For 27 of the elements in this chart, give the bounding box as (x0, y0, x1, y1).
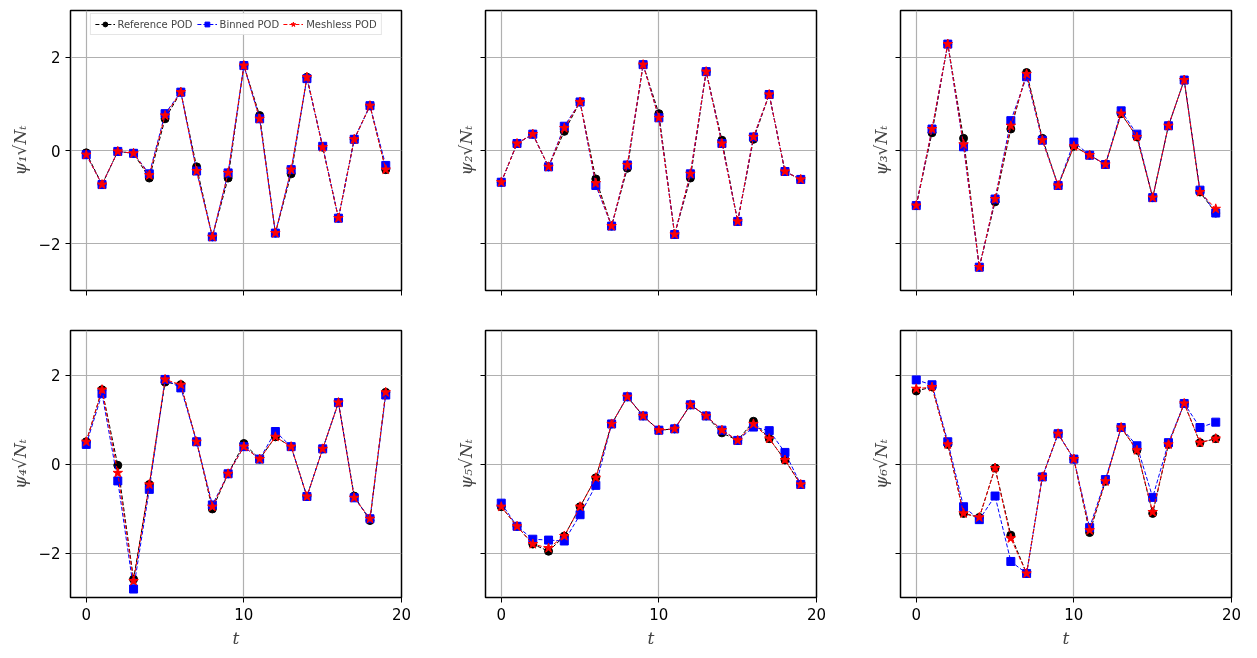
x-tick-label: 0 (81, 605, 92, 624)
x-tick-label: 10 (649, 605, 669, 624)
x-axis-title: t (1062, 627, 1070, 648)
y-axis-title: ψ₆√Nₜ (870, 438, 891, 490)
y-tick-label: 2 (50, 367, 61, 385)
y-tick-label: 0 (50, 456, 61, 474)
y-axis-title: ψ₅√Nₜ (455, 438, 476, 490)
x-tick-label: 20 (1221, 605, 1242, 624)
legend-label: Binned POD (219, 18, 280, 30)
x-tick-label: 10 (234, 605, 254, 624)
legend-label: Meshless POD (306, 18, 377, 30)
y-axis-title: ψ₁√Nₜ (10, 124, 31, 176)
legend-label: Reference POD (117, 18, 193, 30)
y-tick-label: 0 (50, 142, 61, 161)
y-tick-label: −2 (38, 235, 61, 254)
y-axis-title: ψ₂√Nₜ (455, 124, 476, 176)
y-tick-label: 2 (50, 49, 61, 68)
x-axis-title: t (647, 627, 655, 648)
x-tick-label: 10 (1064, 605, 1084, 624)
x-axis-title: t (232, 627, 240, 648)
y-axis-title: ψ₄√Nₜ (10, 438, 31, 490)
x-tick-label: 20 (806, 605, 827, 624)
x-tick-label: 20 (391, 605, 412, 624)
y-tick-label: −2 (38, 545, 61, 563)
x-tick-label: 0 (496, 605, 507, 624)
x-tick-label: 0 (911, 605, 922, 624)
y-axis-title: ψ₃√Nₜ (870, 124, 891, 176)
